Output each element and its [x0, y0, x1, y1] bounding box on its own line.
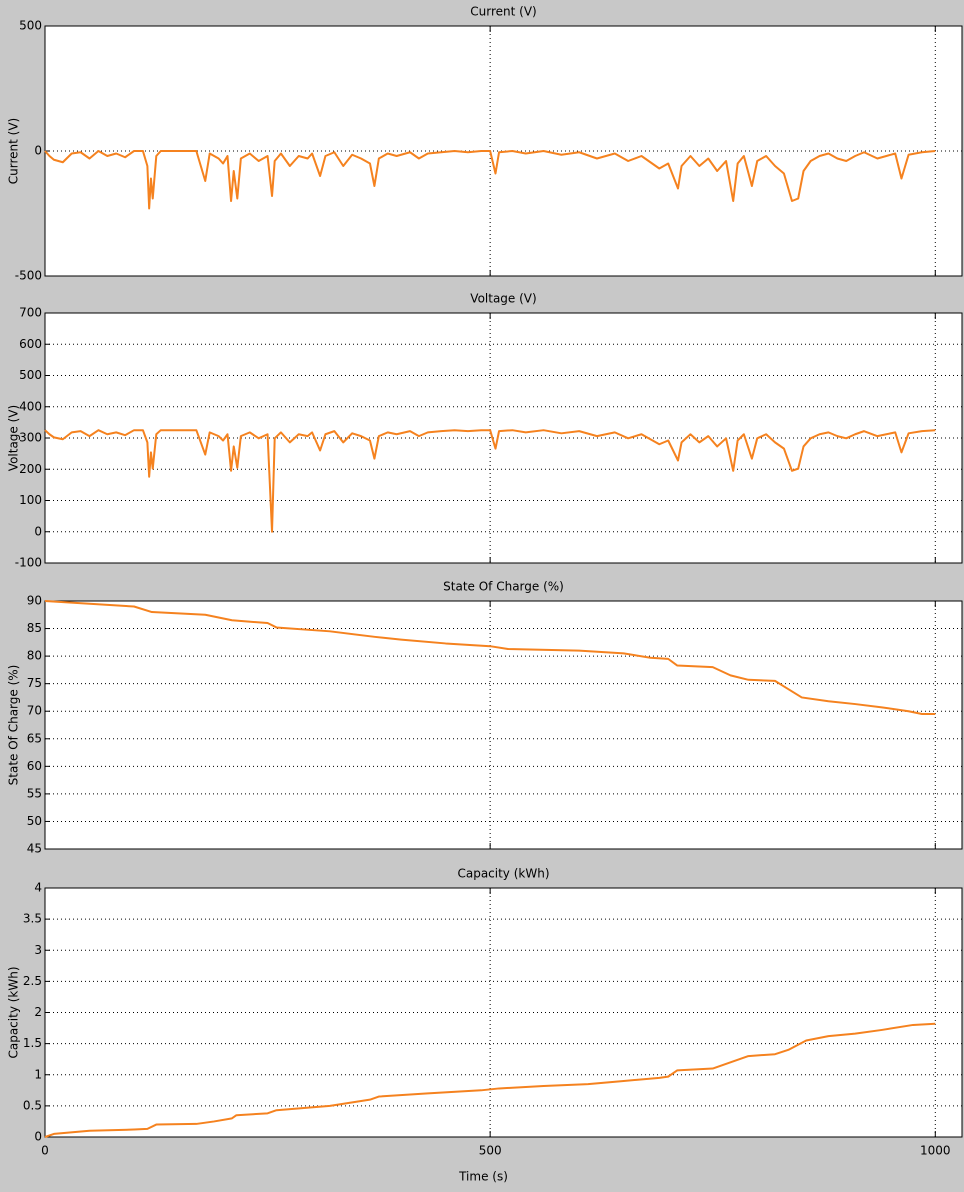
- y-axis-label: Current (V): [7, 118, 21, 184]
- y-tick-label: 70: [27, 704, 42, 718]
- y-tick-label: 90: [27, 594, 42, 608]
- x-tick-label: 500: [479, 1144, 502, 1158]
- y-tick-label: 200: [19, 462, 42, 476]
- y-axis-label: State Of Charge (%): [7, 665, 21, 786]
- y-tick-label: 300: [19, 431, 42, 445]
- chart-title: Capacity (kWh): [457, 867, 549, 881]
- x-axis-label: Time (s): [458, 1170, 508, 1184]
- y-tick-label: 400: [19, 399, 42, 413]
- y-tick-label: 500: [19, 368, 42, 382]
- y-tick-label: -100: [15, 556, 42, 570]
- y-tick-label: 3: [34, 943, 42, 957]
- y-tick-label: 55: [27, 786, 42, 800]
- y-tick-label: 500: [19, 19, 42, 33]
- y-tick-label: 700: [19, 306, 42, 320]
- y-tick-label: 1.5: [23, 1036, 42, 1050]
- y-tick-label: 4: [34, 881, 42, 895]
- y-tick-label: 85: [27, 621, 42, 635]
- plot-area: [44, 887, 963, 1138]
- y-tick-label: 0: [34, 1130, 42, 1144]
- data-line: [44, 600, 936, 715]
- chart-title: Voltage (V): [470, 292, 536, 306]
- y-tick-label: 100: [19, 493, 42, 507]
- plot-area: [44, 312, 963, 564]
- y-axis-label: Capacity (kWh): [7, 966, 21, 1058]
- chart-title: State Of Charge (%): [443, 580, 564, 594]
- y-tick-label: 45: [27, 842, 42, 856]
- y-tick-label: 1: [34, 1067, 42, 1081]
- x-tick-label: 0: [41, 1144, 49, 1158]
- y-tick-label: 2: [34, 1005, 42, 1019]
- chart-title: Current (V): [470, 5, 536, 19]
- y-tick-label: 50: [27, 814, 42, 828]
- data-line: [44, 429, 936, 533]
- y-tick-label: 0: [34, 144, 42, 158]
- y-tick-label: 2.5: [23, 974, 42, 988]
- y-tick-label: 600: [19, 337, 42, 351]
- y-tick-label: 80: [27, 649, 42, 663]
- y-tick-label: 0: [34, 524, 42, 538]
- y-tick-label: 75: [27, 676, 42, 690]
- y-tick-label: 65: [27, 731, 42, 745]
- y-tick-label: 60: [27, 759, 42, 773]
- data-line: [44, 150, 936, 210]
- x-tick-label: 1000: [920, 1144, 951, 1158]
- y-axis-label: Voltage (V): [7, 405, 21, 471]
- plot-area: [44, 600, 963, 850]
- data-line: [44, 1022, 936, 1138]
- y-tick-label: 3.5: [23, 912, 42, 926]
- y-tick-label: 0.5: [23, 1098, 42, 1112]
- y-tick-label: -500: [15, 269, 42, 283]
